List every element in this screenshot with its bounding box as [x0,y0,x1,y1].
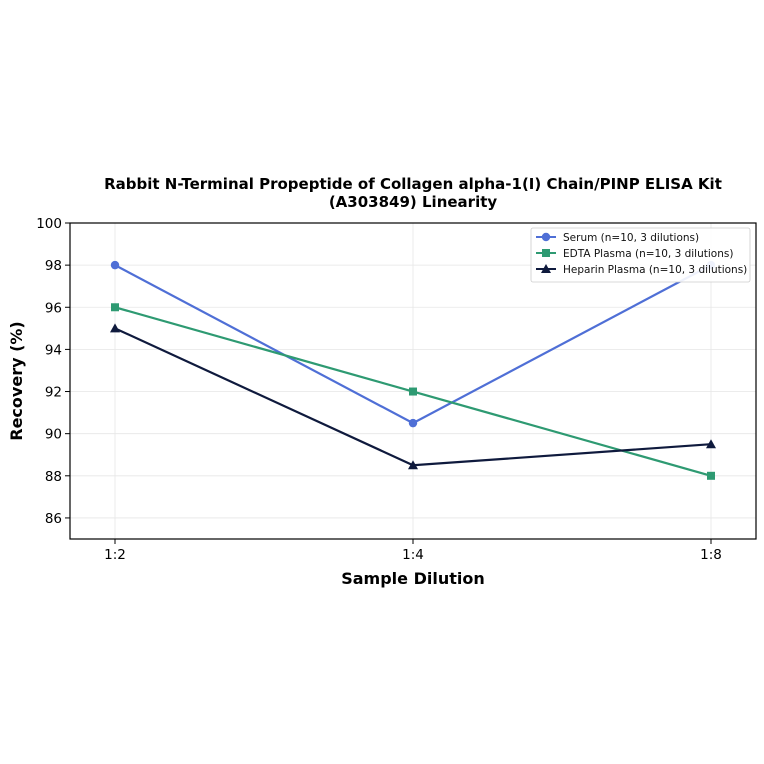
y-tick-label: 86 [45,511,62,527]
y-tick-label: 100 [36,216,62,232]
data-point [541,264,551,273]
x-tick-label: 1:4 [402,547,424,563]
data-point [408,460,418,470]
data-point [110,323,120,333]
x-axis-ticks: 1:2 1:4 1:8 [104,539,722,563]
x-tick-label: 1:2 [104,547,126,563]
legend-entry: Serum (n=10, 3 dilutions) [563,232,699,244]
legend-entry: Heparin Plasma (n=10, 3 dilutions) [563,264,747,276]
chart-title-line-1: Rabbit N-Terminal Propeptide of Collagen… [104,175,722,193]
y-axis-ticks: 86 88 90 92 94 96 98 100 [36,216,70,527]
legend-box [530,227,751,283]
y-tick-label: 96 [45,300,62,316]
data-point [707,471,715,480]
x-axis-label: Sample Dilution [341,569,485,588]
data-point [409,387,417,396]
data-point [541,232,551,242]
y-axis-label: Recovery (%) [7,321,26,440]
data-point [408,418,418,428]
y-tick-label: 88 [45,469,62,485]
legend-entry: EDTA Plasma (n=10, 3 dilutions) [563,248,733,260]
chart-title-line-2: (A303849) Linearity [328,193,498,211]
x-tick-label: 1:8 [700,547,722,563]
y-tick-label: 94 [45,342,62,358]
data-point [110,260,120,270]
data-point [542,249,550,257]
data-point [706,439,716,449]
y-tick-label: 90 [45,427,62,443]
y-tick-label: 92 [45,385,62,401]
data-point [111,303,119,312]
legend: Serum (n=10, 3 dilutions) EDTA Plasma (n=… [530,227,751,283]
y-tick-label: 98 [45,258,62,274]
